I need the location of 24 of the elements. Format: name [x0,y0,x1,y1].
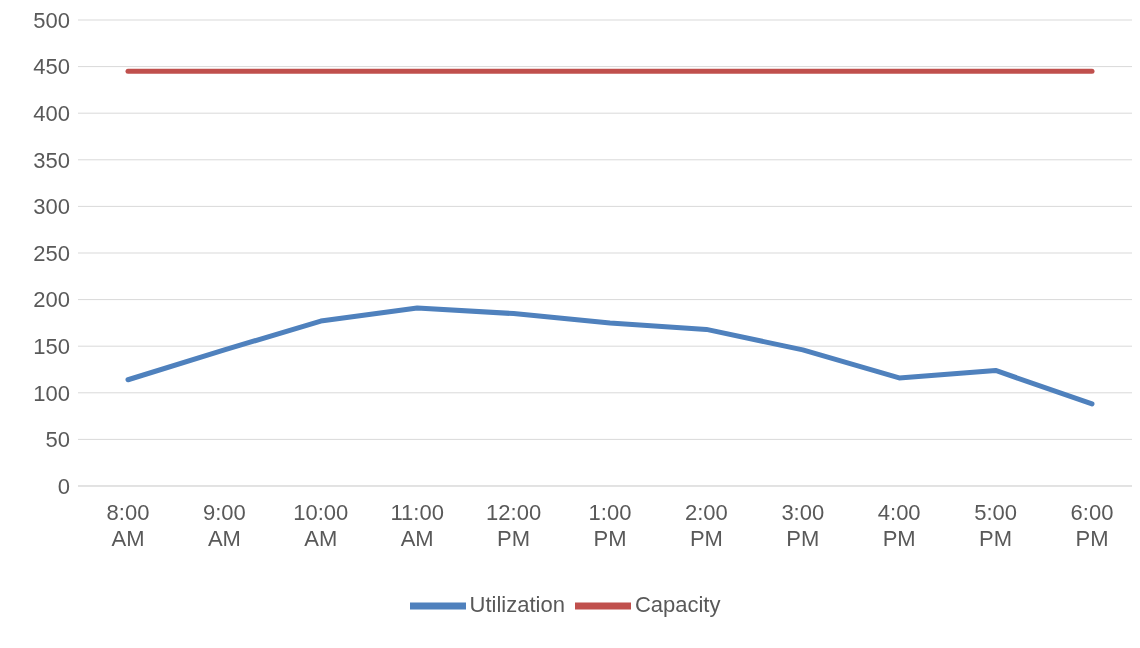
x-tick-label: 8:00 AM [106,500,150,551]
x-tick-label: 2:00 PM [684,500,728,551]
x-tick-label: 3:00 PM [781,500,825,551]
y-tick-label: 500 [33,7,70,33]
x-tick-label: 1:00 PM [588,500,632,551]
y-tick-label: 100 [33,380,70,406]
y-tick-label: 200 [33,287,70,313]
x-tick-label: 5:00 PM [974,500,1018,551]
x-tick-label: 9:00 AM [202,500,246,551]
y-tick-label: 250 [33,240,70,266]
x-tick-label: 12:00 PM [486,500,542,551]
x-tick-label: 4:00 PM [877,500,921,551]
y-tick-label: 400 [33,101,70,127]
y-tick-label: 450 [33,54,70,80]
legend-label: Capacity [634,591,721,617]
y-tick-label: 0 [57,473,70,499]
x-tick-label: 6:00 PM [1070,500,1114,551]
x-tick-label: 11:00 AM [390,500,444,551]
y-tick-label: 50 [45,427,70,453]
y-tick-label: 150 [33,334,70,360]
x-tick-label: 10:00 AM [293,500,349,551]
y-tick-label: 350 [33,147,70,173]
legend-label: Utilization [469,591,565,617]
y-tick-label: 300 [33,194,70,220]
